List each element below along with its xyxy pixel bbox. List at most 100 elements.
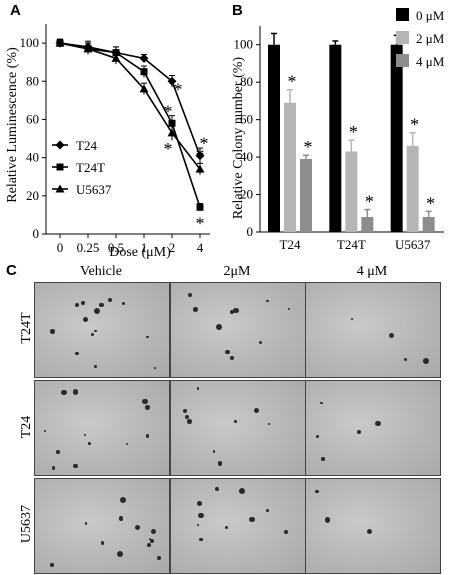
panel-letter-a: A — [10, 2, 21, 19]
chart-b-bar — [406, 145, 419, 232]
colony-dot — [94, 365, 97, 368]
colony-dot — [315, 489, 319, 494]
colony-dot — [357, 430, 361, 434]
chart-a-point — [168, 119, 176, 127]
colony-dot — [74, 302, 80, 308]
colony-dot — [88, 441, 92, 445]
colony-dot — [149, 539, 154, 544]
micrograph-T24T-0 — [34, 282, 170, 378]
chart-b-legend-label: 0 μM — [416, 8, 445, 23]
colony-dot — [366, 529, 372, 535]
colony-dot — [157, 555, 161, 560]
colony-dot — [258, 340, 263, 345]
colony-dot — [284, 530, 288, 535]
chart-a-point — [196, 203, 204, 211]
colony-dot — [199, 537, 203, 542]
chart-a-xtick-label: 0.25 — [77, 240, 100, 255]
colony-dot — [321, 457, 325, 461]
colony-dot — [214, 486, 219, 491]
chart-b-bar — [422, 217, 435, 232]
colony-dot — [83, 317, 89, 323]
micrograph-U5637-1 — [170, 478, 306, 574]
colony-dot — [121, 301, 125, 305]
chart-a-legend-label: T24 — [76, 138, 97, 153]
colony-dot — [75, 351, 79, 356]
colony-dot — [100, 541, 105, 545]
colony-dot — [196, 523, 199, 527]
chart-a-point — [140, 68, 148, 76]
colony-dot — [150, 528, 156, 534]
chart-b-legend-label: 4 μM — [416, 54, 445, 69]
chart-b-ytick-label: 100 — [234, 37, 254, 52]
colony-dot — [197, 501, 202, 506]
micrograph-T24-0 — [34, 380, 170, 476]
colony-dot — [108, 298, 113, 303]
colony-dot — [288, 308, 291, 311]
chart-a-xlabel: Dose (μM) — [109, 245, 171, 260]
chart-a-point — [195, 151, 205, 161]
colony-dot — [266, 299, 270, 303]
colony-dot — [267, 423, 270, 426]
colony-dot — [145, 405, 150, 411]
colony-dot — [375, 420, 381, 427]
chart-a-ytick-label: 20 — [26, 188, 39, 203]
colony-dot — [187, 419, 192, 424]
chart-a-ytick-label: 60 — [26, 111, 39, 126]
colony-dot — [43, 429, 46, 433]
chart-b-bar — [345, 151, 358, 232]
chart-a-legend-marker — [55, 184, 65, 193]
colony-dot — [99, 303, 104, 308]
colony-dot — [72, 388, 79, 395]
chart-a-ytick-label: 100 — [20, 35, 40, 50]
chart-a-series-line — [59, 42, 201, 157]
chart-a-xtick-label: 0 — [57, 240, 64, 255]
colony-dot — [233, 307, 240, 314]
colony-dot — [238, 487, 245, 494]
chart-a-ytick-label: 40 — [26, 150, 39, 165]
chart-b-significance-star: * — [304, 137, 313, 157]
colony-dot — [212, 450, 216, 454]
chart-a-ytick-label: 0 — [33, 226, 40, 241]
chart-b-xtick-label: T24 — [280, 237, 301, 252]
row-label-u5637: U5637 — [19, 504, 34, 544]
colony-dot — [85, 522, 88, 525]
colony-dot — [198, 512, 204, 518]
chart-a-legend-label: T24T — [76, 160, 105, 175]
colony-dot — [73, 463, 78, 469]
colony-dot — [56, 450, 60, 455]
colony-dot — [51, 466, 56, 470]
colony-dot — [125, 442, 129, 446]
colony-dot — [248, 516, 255, 523]
colony-dot — [184, 415, 189, 420]
colony-dot — [142, 398, 148, 404]
chart-b-bar — [361, 217, 374, 232]
chart-a-point — [167, 76, 177, 86]
chart-b-significance-star: * — [410, 115, 419, 135]
chart-b-ytick-label: 80 — [240, 74, 253, 89]
micrograph-U5637-2 — [305, 478, 441, 574]
colony-dot — [146, 542, 151, 547]
row-label-t24: T24 — [19, 415, 34, 439]
chart-b-significance-star: * — [288, 72, 297, 92]
colony-dot — [217, 461, 223, 467]
colony-dot — [229, 356, 234, 361]
chart-a-series-line — [59, 42, 201, 170]
micrograph-T24T-1 — [170, 282, 306, 378]
colony-dot — [403, 357, 408, 361]
chart-b-legend-swatch — [396, 54, 409, 67]
chart-b-significance-star: * — [365, 192, 374, 212]
chart-a-legend-marker — [55, 140, 65, 150]
chart-a-point — [111, 53, 121, 62]
chart-a-xtick-label: 4 — [197, 240, 204, 255]
micrograph-U5637-0 — [34, 478, 170, 574]
chart-a-significance-star: * — [164, 139, 173, 159]
colony-dot — [94, 329, 98, 333]
chart-b-xtick-label: T24T — [337, 237, 366, 252]
panel-letter-c: C — [6, 262, 17, 279]
chart-a-point — [139, 84, 149, 93]
chart-b-legend-swatch — [396, 31, 409, 44]
colony-dot — [229, 310, 234, 314]
chart-b-ytick-label: 0 — [247, 224, 254, 239]
colony-dot — [320, 401, 323, 405]
